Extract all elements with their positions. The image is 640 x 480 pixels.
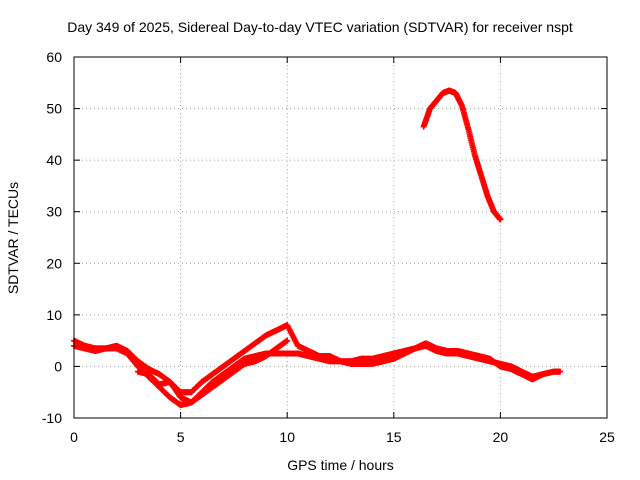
y-tick-label: 0 — [54, 358, 62, 374]
x-tick-label: 5 — [177, 429, 185, 445]
chart-title: Day 349 of 2025, Sidereal Day-to-day VTE… — [67, 19, 573, 35]
data-points-layer — [71, 87, 564, 409]
x-tick-label: 15 — [386, 429, 402, 445]
y-tick-label: 50 — [46, 101, 62, 117]
axis-ticks-layer: 0 5 10 15 20 25 -10 0 10 20 30 40 50 60 — [42, 49, 615, 445]
x-tick-label: 10 — [279, 429, 295, 445]
x-tick-label: 20 — [493, 429, 509, 445]
x-axis-label: GPS time / hours — [287, 457, 394, 473]
y-tick-label: 20 — [46, 255, 62, 271]
grid-layer — [74, 57, 607, 418]
series-main-track-c — [134, 337, 291, 406]
data-point — [497, 216, 504, 223]
x-tick-label: 0 — [70, 429, 78, 445]
data-point — [284, 337, 291, 344]
y-tick-label: -10 — [42, 410, 62, 426]
series-high-arc — [420, 87, 504, 223]
y-tick-label: 40 — [46, 152, 62, 168]
data-point — [557, 368, 564, 375]
plot-frame — [73, 56, 608, 419]
y-axis-label: SDTVAR / TECUs — [5, 181, 21, 295]
y-tick-label: 30 — [46, 204, 62, 220]
x-tick-label: 25 — [599, 429, 615, 445]
y-tick-label: 10 — [46, 307, 62, 323]
y-tick-label: 60 — [46, 49, 62, 65]
data-point — [540, 371, 547, 378]
